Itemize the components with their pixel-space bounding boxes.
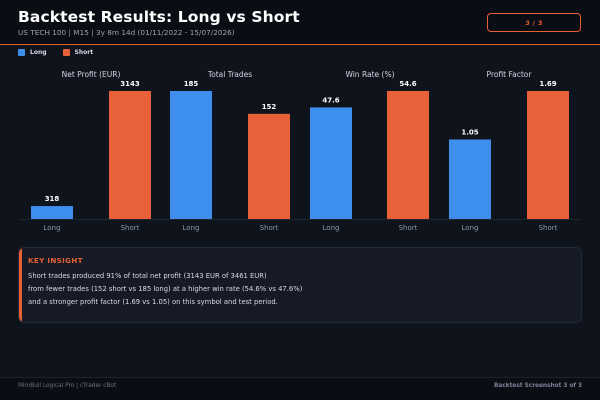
chart-legend: Long Short (18, 47, 109, 57)
long-vs-short-bar-chart: Net Profit (EUR) 318 Long 3143 Short Total Tr… (20, 70, 580, 232)
tick-label-total-trades-short: Short (260, 224, 279, 232)
legend-item-short: Short (62, 48, 94, 56)
bar-value-total-trades-long: 185 (184, 80, 199, 88)
tick-label-net-profit-eur-short: Short (121, 224, 140, 232)
metric-title-net-profit-eur: Net Profit (EUR) (62, 70, 121, 79)
page-title: Backtest Results: Long vs Short (18, 8, 300, 26)
tick-label-win-rate-short: Short (399, 224, 418, 232)
legend-label-long: Long (30, 48, 47, 56)
bar-win-rate-short (387, 91, 429, 219)
insight-heading: KEY INSIGHT (28, 256, 83, 265)
header: Backtest Results: Long vs Short US TECH … (0, 0, 600, 45)
legend-swatch-short (62, 48, 70, 56)
page-indicator-button[interactable]: 3 / 3 (487, 13, 581, 32)
legend-label-short: Short (74, 48, 94, 56)
bar-net-profit-eur-short (109, 91, 151, 219)
metric-title-profit-factor: Profit Factor (487, 70, 533, 79)
footer: MimBull Logical Pro | cTrader cBot Backt… (0, 377, 600, 400)
tick-label-profit-factor-short: Short (539, 224, 558, 232)
tick-label-profit-factor-long: Long (462, 224, 479, 232)
bar-value-win-rate-long: 47.6 (322, 96, 339, 104)
bar-value-win-rate-short: 54.6 (399, 80, 416, 88)
bar-profit-factor-short (527, 91, 569, 219)
bar-net-profit-eur-long (31, 206, 73, 219)
bar-value-profit-factor-long: 1.05 (461, 128, 478, 136)
footer-page-label: Backtest Screenshot 3 of 3 (494, 383, 582, 389)
key-insight-card: KEY INSIGHT Short trades produced 91% of… (18, 247, 582, 323)
metric-title-win-rate: Win Rate (%) (345, 70, 394, 79)
bar-value-net-profit-eur-short: 3143 (120, 80, 140, 88)
bar-value-net-profit-eur-long: 318 (45, 195, 60, 203)
tick-label-total-trades-long: Long (183, 224, 200, 232)
insight-line-2: from fewer trades (152 short vs 185 long… (28, 285, 303, 293)
insight-line-3: and a stronger profit factor (1.69 vs 1.… (28, 298, 278, 306)
page-subtitle: US TECH 100 | M15 | 3y 8m 14d (01/11/202… (18, 28, 235, 37)
bar-total-trades-short (248, 113, 290, 219)
legend-item-long: Long (18, 48, 47, 56)
metric-title-total-trades: Total Trades (207, 70, 252, 79)
bar-value-profit-factor-short: 1.69 (539, 80, 556, 88)
bar-profit-factor-long (449, 139, 491, 219)
tick-label-net-profit-eur-long: Long (44, 224, 61, 232)
legend-swatch-long (18, 48, 25, 56)
insight-line-1: Short trades produced 91% of total net p… (28, 272, 267, 280)
footer-credit: MimBull Logical Pro | cTrader cBot (18, 383, 117, 389)
bar-win-rate-long (310, 107, 352, 219)
insight-accent-bar (19, 248, 22, 322)
bar-total-trades-long (170, 91, 212, 219)
bar-value-total-trades-short: 152 (262, 103, 277, 111)
tick-label-win-rate-long: Long (323, 224, 340, 232)
